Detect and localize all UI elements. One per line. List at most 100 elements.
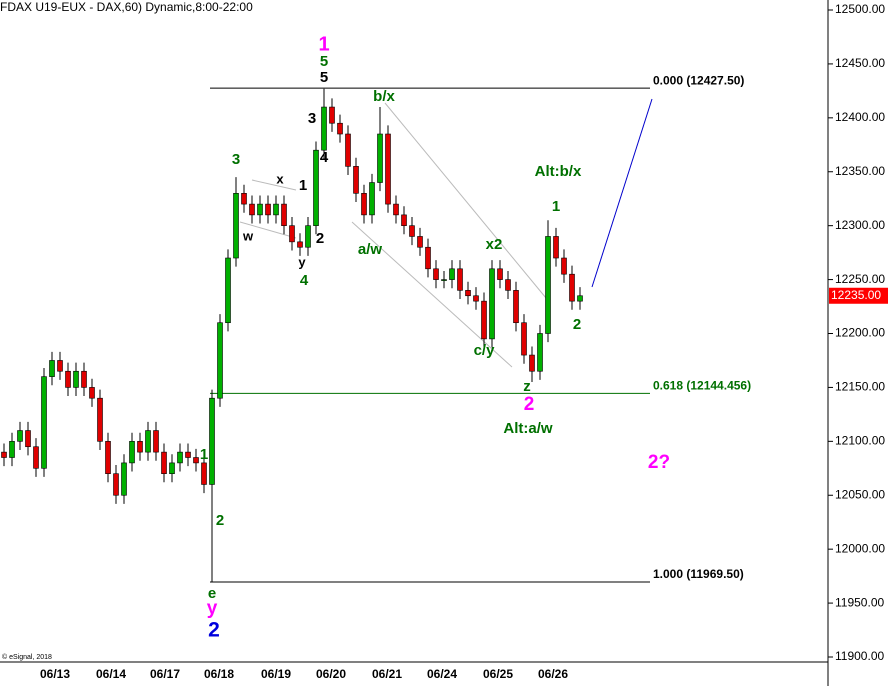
candle-body <box>57 360 63 372</box>
candle-body <box>217 322 223 399</box>
candle-body <box>297 241 303 248</box>
last-price-label: 12235.00 <box>831 288 881 302</box>
candle-body <box>313 149 319 226</box>
wave-label: y <box>207 598 218 619</box>
wave-label: a/w <box>358 241 383 258</box>
candle-body <box>49 360 55 377</box>
candle-body <box>569 273 575 302</box>
y-tick-label: 12300.00 <box>835 218 885 232</box>
copyright: © eSignal, 2018 <box>2 653 52 661</box>
candle-body <box>145 430 151 453</box>
candle-body <box>129 441 135 464</box>
wave-label: 4 <box>300 272 309 289</box>
candle-body <box>105 441 111 474</box>
candle-body <box>513 290 519 324</box>
candle-body <box>185 451 191 458</box>
candle-body <box>265 203 271 216</box>
candle-body <box>537 333 543 372</box>
x-tick-label: 06/18 <box>204 667 234 681</box>
candle-body <box>385 133 391 205</box>
y-tick-label: 12400.00 <box>835 110 885 124</box>
x-tick-label: 06/26 <box>538 667 568 681</box>
wave-label: 2 <box>316 230 324 247</box>
wave-label: 3 <box>308 110 316 127</box>
candle-body <box>353 166 359 194</box>
x-tick-label: 06/19 <box>261 667 291 681</box>
wave-label: x2 <box>486 236 503 253</box>
wave-label: b/x <box>373 88 395 105</box>
candle-body <box>401 214 407 226</box>
candle-body <box>1 451 7 458</box>
candle-body <box>481 300 487 340</box>
x-tick-label: 06/24 <box>427 667 457 681</box>
candle-body <box>169 462 175 474</box>
candle-body <box>425 246 431 270</box>
candle-body <box>273 203 279 216</box>
candle-body <box>41 376 47 469</box>
candle-body <box>209 397 215 485</box>
candle-body <box>33 446 39 469</box>
candle-body <box>361 193 367 216</box>
y-tick-label: 11950.00 <box>835 595 884 609</box>
candle-body <box>321 106 327 151</box>
candle-body <box>433 268 439 280</box>
wave-label: 4 <box>320 149 329 166</box>
wave-label: x <box>276 171 284 186</box>
wave-label: 1 <box>200 446 208 463</box>
wave-label: y <box>298 254 306 269</box>
x-tick-label: 06/25 <box>483 667 513 681</box>
candle-body <box>393 203 399 216</box>
wave-label: 2 <box>208 619 220 642</box>
candle-body <box>449 268 455 280</box>
candle-body <box>137 441 143 453</box>
fib-level-label: 0.618 (12144.456) <box>653 379 751 393</box>
channel-lower <box>351 221 513 368</box>
fib-level-label: 1.000 (11969.50) <box>653 567 744 581</box>
wave-label: e <box>208 585 216 602</box>
candle-body <box>113 473 119 496</box>
candle-body <box>97 397 103 442</box>
candle-body <box>9 441 15 458</box>
candle-body <box>497 268 503 280</box>
channel-upper <box>384 102 547 299</box>
candle-body <box>465 290 471 297</box>
wave-label: c/y <box>474 342 496 359</box>
x-tick-label: 06/20 <box>316 667 346 681</box>
wave-label: 5 <box>320 53 328 70</box>
candle-body <box>329 106 335 124</box>
projection-line <box>591 98 653 288</box>
candle-body <box>417 236 423 248</box>
candle-body <box>161 451 167 474</box>
candle-body <box>377 133 383 183</box>
triangle-upper <box>251 179 297 191</box>
candle-body <box>577 295 583 302</box>
candle-body <box>553 236 559 259</box>
channel-lines <box>239 102 547 368</box>
y-tick-label: 12450.00 <box>835 56 885 70</box>
wave-label: Alt:a/w <box>503 420 553 437</box>
chart-title: (FDAX U19-EUX - DAX,60) Dynamic,8:00-22:… <box>0 0 253 14</box>
candle-body <box>561 257 567 275</box>
last-price-box <box>829 287 888 304</box>
candle-body <box>345 133 351 167</box>
candle-body <box>257 203 263 216</box>
candle-body <box>81 370 87 388</box>
candle-body <box>121 462 127 496</box>
candle-body <box>409 225 415 237</box>
wave-label: Alt:b/x <box>535 163 582 180</box>
candle-body <box>473 295 479 302</box>
candle-body <box>233 193 239 259</box>
y-tick-label: 12200.00 <box>835 326 885 340</box>
fib-level-label: 0.000 (12427.50) <box>653 73 744 87</box>
wave-label: w <box>242 228 254 243</box>
candle-body <box>337 122 343 135</box>
candle-body <box>529 354 535 372</box>
wave-label: 3 <box>232 151 240 168</box>
candle-body <box>65 370 71 388</box>
candle-body <box>193 457 199 464</box>
wave-label: 2? <box>648 452 670 473</box>
wave-label: 5 <box>320 69 328 86</box>
candle-body <box>17 430 23 442</box>
candle-body <box>289 225 295 243</box>
